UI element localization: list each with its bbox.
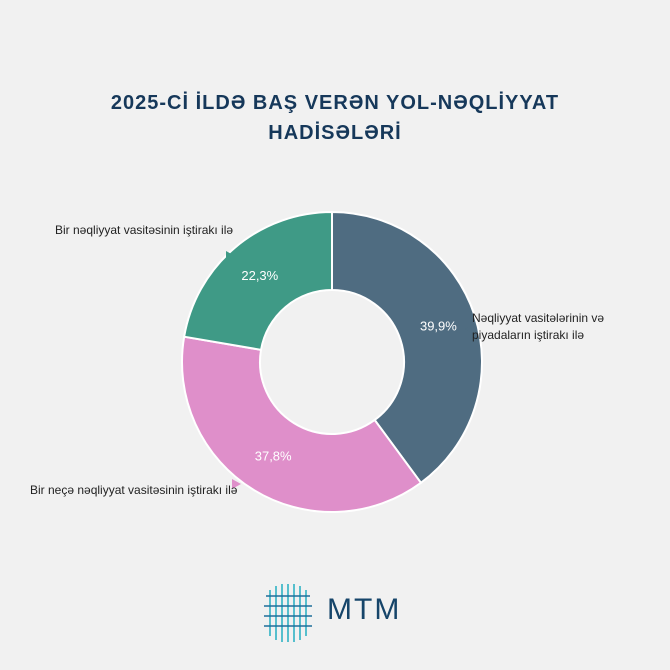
logo-text: MTM — [327, 593, 402, 626]
value-label: 22,3% — [241, 268, 278, 283]
value-label: 37,8% — [255, 449, 292, 464]
slice — [331, 210, 483, 485]
callout-arrow — [226, 251, 235, 261]
callout-arrow — [465, 324, 474, 334]
logo-icon — [264, 584, 312, 642]
category-label: Bir neçə nəqliyyat vasitəsinin iştirakı … — [30, 483, 238, 497]
slice — [182, 210, 333, 351]
category-label: Bir nəqliyyat vasitəsinin iştirakı ilə — [55, 223, 234, 237]
chart-title: 2025-Cİ İLDƏ BAŞ VERƏN YOL-NƏQLİYYAT HAD… — [110, 92, 560, 144]
callout-arrow — [232, 479, 241, 489]
slice — [181, 335, 423, 513]
category-label: Nəqliyyat vasitələrinin və piyadaların i… — [472, 311, 605, 342]
value-label: 39,9% — [420, 318, 457, 333]
